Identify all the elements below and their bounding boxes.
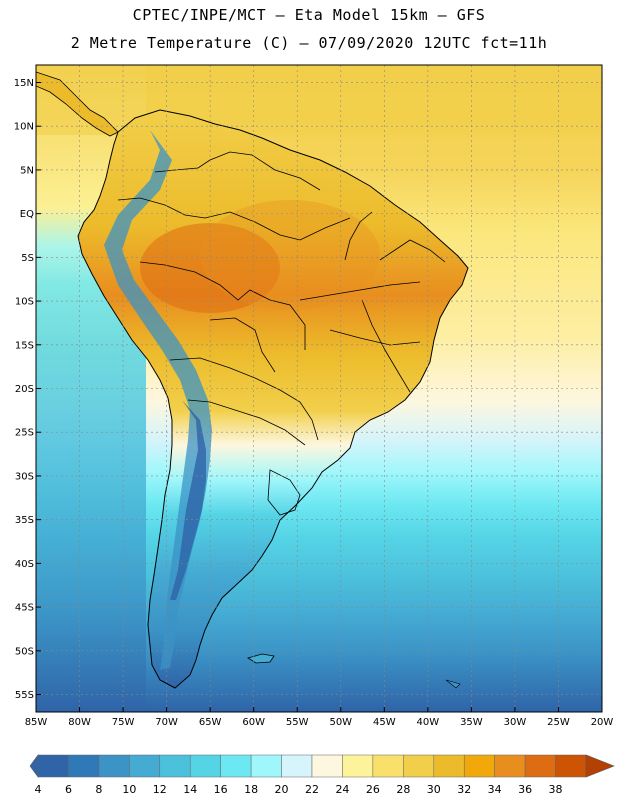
colorbar-segment [433, 754, 465, 778]
latitude-label: 55S [15, 690, 34, 701]
latitude-label: 5S [21, 253, 34, 264]
colorbar-high-arrow [585, 754, 615, 778]
andes-snow-ridge [170, 400, 206, 600]
colorbar-segment [555, 754, 587, 778]
longitude-label: 65W [199, 717, 222, 728]
colorbar-label: 4 [35, 783, 42, 796]
country-borders [117, 151, 446, 516]
latitude-label: 35S [15, 515, 34, 526]
colorbar-label: 8 [95, 783, 102, 796]
colorbar-segment [98, 754, 130, 778]
colorbar-label: 34 [488, 783, 502, 796]
colorbar-segment [250, 754, 282, 778]
longitude-label: 55W [286, 717, 309, 728]
colorbar-segment [494, 754, 526, 778]
longitude-label: 70W [155, 717, 178, 728]
colorbar-segment [159, 754, 191, 778]
colorbar-label: 36 [518, 783, 532, 796]
colorbar-segment [463, 754, 495, 778]
colorbar-label: 16 [214, 783, 228, 796]
latitude-label: 15N [14, 78, 34, 89]
colorbar-label: 38 [549, 783, 563, 796]
south-georgia [445, 679, 461, 689]
latitude-label: 15S [15, 340, 34, 351]
latitude-axis: 15N 10N 5N EQ 5S 10S 15S 20S 25S 30S 35S 40S 45S 50S 5… [14, 78, 41, 701]
amazon-warm-region [200, 200, 380, 310]
longitude-label: 45W [373, 717, 396, 728]
colorbar-segment [68, 754, 100, 778]
latitude-label: 50S [15, 646, 34, 657]
colorbar-label: 18 [244, 783, 258, 796]
longitude-axis: 85W 80W 75W 70W 65W 60W 55W 50W 45W 40W 35W 30W 25W 2… [25, 707, 614, 728]
colorbar-label: 14 [183, 783, 197, 796]
longitude-label: 50W [329, 717, 352, 728]
longitude-label: 85W [25, 717, 48, 728]
latitude-label: EQ [20, 209, 34, 220]
falkland-islands [247, 653, 275, 664]
longitude-label: 40W [417, 717, 440, 728]
colorbar-low-arrow [29, 754, 39, 778]
colorbar-label: 26 [366, 783, 380, 796]
colorbar-segment [372, 754, 404, 778]
graticule [36, 65, 602, 712]
longitude-label: 35W [460, 717, 483, 728]
longitude-label: 20W [591, 717, 614, 728]
colorbar-label: 24 [335, 783, 349, 796]
longitude-label: 80W [68, 717, 91, 728]
colorbar-label: 22 [305, 783, 319, 796]
colorbar-label: 30 [427, 783, 441, 796]
longitude-label: 75W [112, 717, 135, 728]
latitude-label: 10S [15, 297, 34, 308]
colorbar-segment [311, 754, 343, 778]
central-america-land [36, 71, 119, 137]
latitude-label: 25S [15, 428, 34, 439]
colorbar-label: 32 [457, 783, 471, 796]
colorbar-segment [37, 754, 69, 778]
colorbar-segment [129, 754, 161, 778]
longitude-label: 60W [242, 717, 265, 728]
colorbar-segment [403, 754, 435, 778]
latitude-label: 10N [14, 122, 34, 133]
longitude-label: 30W [504, 717, 527, 728]
latitude-label: 5N [20, 165, 34, 176]
colorbar-label: 28 [396, 783, 410, 796]
latitude-label: 30S [15, 471, 34, 482]
latitude-label: 20S [15, 384, 34, 395]
colorbar-segment [524, 754, 556, 778]
amazon-hot-region [140, 223, 280, 313]
colorbar-segment [281, 754, 313, 778]
title-line-1: CPTEC/INPE/MCT – Eta Model 15km – GFS [132, 6, 486, 24]
colorbar: 4 6 8 10 12 14 16 18 20 22 24 26 28 30 32 34 36 38 [29, 754, 615, 796]
colorbar-segment [342, 754, 374, 778]
colorbar-label: 20 [275, 783, 289, 796]
colorbar-label: 10 [122, 783, 136, 796]
caribbean-field [36, 65, 602, 135]
colorbar-label: 12 [153, 783, 167, 796]
latitude-label: 45S [15, 603, 34, 614]
colorbar-label: 6 [65, 783, 72, 796]
title-line-2: 2 Metre Temperature (C) – 07/09/2020 12U… [70, 34, 548, 52]
colorbar-segment [189, 754, 221, 778]
colorbar-segment [220, 754, 252, 778]
longitude-label: 25W [547, 717, 570, 728]
latitude-label: 40S [15, 559, 34, 570]
